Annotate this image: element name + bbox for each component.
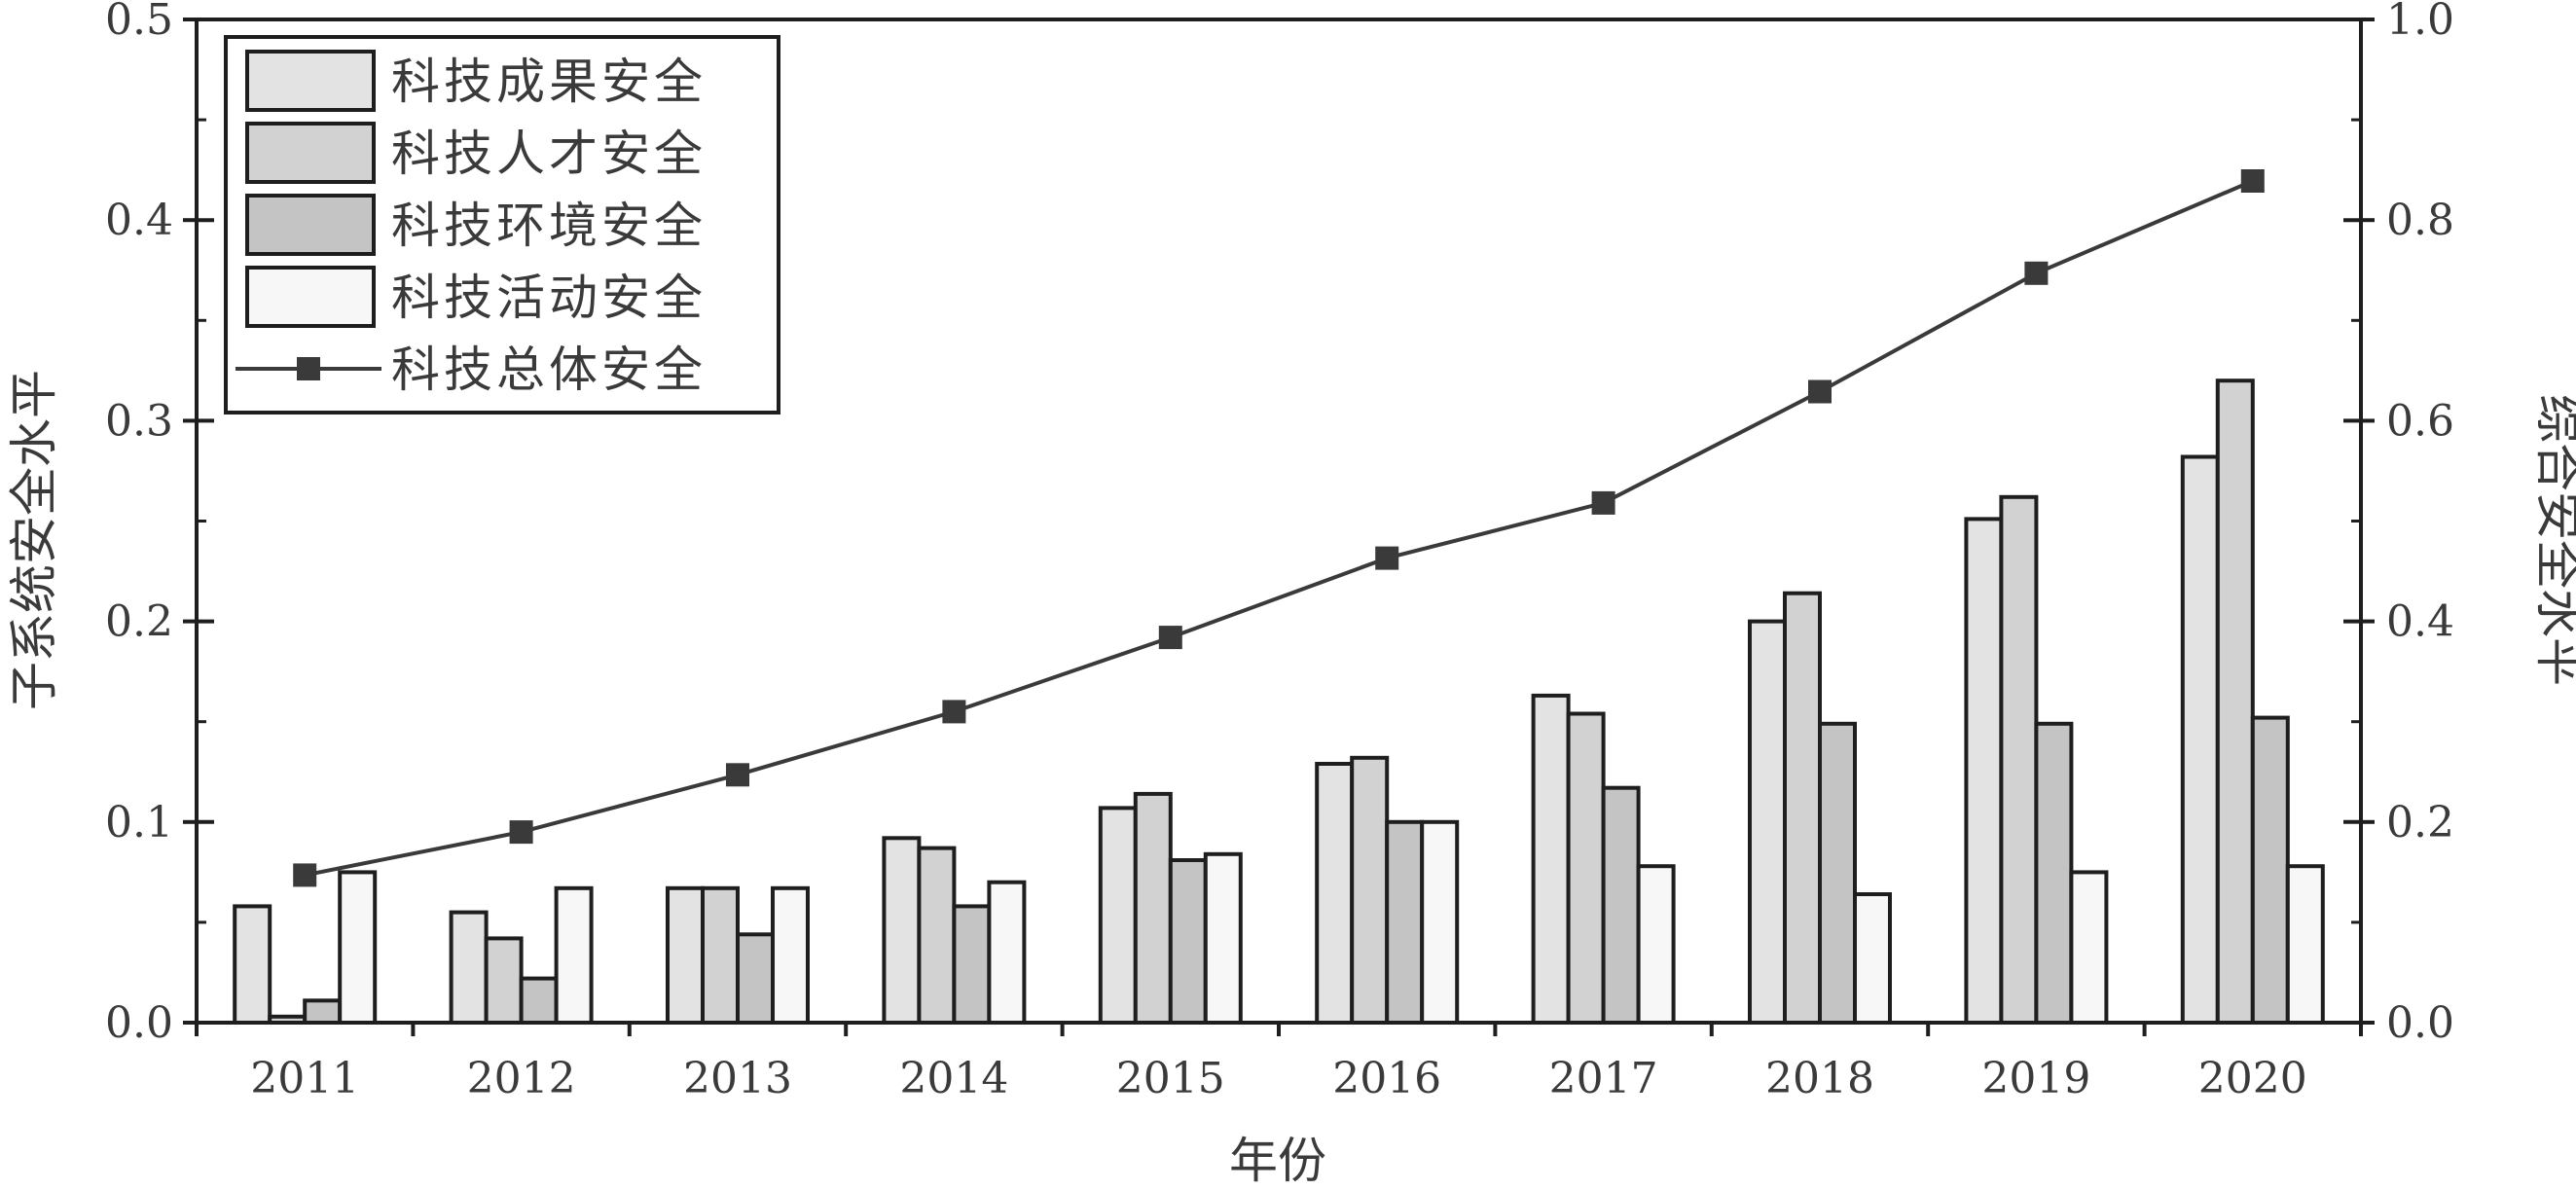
point-2018	[1808, 379, 1832, 404]
bar-2016-s1	[1315, 762, 1355, 1025]
bar-2016-s4	[1420, 819, 1460, 1025]
line-group	[293, 169, 2265, 887]
bar-2017-s3	[1601, 785, 1641, 1026]
bar-2018-s4	[1853, 892, 1892, 1025]
bar-2020-s3	[2250, 715, 2290, 1025]
bar-2020-s1	[2180, 454, 2220, 1025]
legend-label-s1: 科技成果安全	[391, 54, 707, 110]
y-tick-label: 0.3	[105, 396, 173, 446]
legend-swatch-s3	[245, 194, 376, 256]
legend-label-s3: 科技环境安全	[391, 198, 707, 254]
x-tick-label: 2016	[1332, 1054, 1441, 1103]
bar-2018-s2	[1783, 591, 1822, 1025]
x-tick-label: 2013	[683, 1054, 792, 1103]
bar-2012-s4	[554, 885, 594, 1025]
bar-2016-s2	[1350, 755, 1390, 1025]
bar-2019-s4	[2069, 870, 2109, 1026]
y-tick-label: 0.4	[105, 196, 173, 245]
bar-2012-s2	[484, 936, 524, 1026]
bar-2014-s1	[882, 836, 922, 1025]
legend-marker	[297, 357, 320, 380]
point-2016	[1375, 546, 1399, 570]
y2-tick-label: 0.8	[2386, 196, 2454, 245]
x-tick-label: 2018	[1765, 1054, 1874, 1103]
y-tick-label: 0.0	[105, 998, 173, 1048]
bar-2012-s3	[519, 976, 559, 1025]
y2-tick-label: 0.4	[2386, 597, 2454, 647]
point-2014	[942, 700, 966, 724]
bar-2020-s4	[2285, 864, 2325, 1026]
y-tick-label: 0.2	[105, 597, 173, 647]
x-tick-label: 2020	[2198, 1054, 2307, 1103]
y-axis-title: 子系统安全水平	[6, 370, 62, 710]
bar-2019-s1	[1964, 517, 2004, 1025]
point-2019	[2024, 261, 2049, 285]
bar-2014-s2	[917, 846, 957, 1025]
bar-2015-s1	[1098, 806, 1138, 1026]
point-2015	[1158, 626, 1182, 650]
bar-2016-s3	[1385, 819, 1425, 1025]
x-tick-label: 2011	[250, 1054, 359, 1103]
bar-2018-s1	[1748, 619, 1787, 1025]
bar-2019-s3	[2034, 721, 2074, 1025]
legend-swatch-s1	[245, 50, 376, 112]
x-tick-label: 2012	[467, 1054, 576, 1103]
bar-group	[233, 379, 2325, 1026]
bar-2011-s1	[233, 904, 272, 1026]
y2-tick-label: 1.0	[2386, 0, 2454, 45]
bar-2013-s1	[666, 885, 705, 1025]
point-2013	[726, 763, 749, 787]
point-2020	[2240, 169, 2265, 193]
x-tick-label: 2015	[1116, 1054, 1225, 1103]
bar-2018-s3	[1818, 721, 1857, 1025]
bar-2015-s2	[1133, 791, 1173, 1026]
y2-tick-label: 0.2	[2386, 798, 2454, 847]
legend-label-s5: 科技总体安全	[391, 342, 707, 398]
bar-2015-s4	[1203, 851, 1243, 1025]
y2-axis-title: 综合安全水平	[2530, 394, 2576, 686]
x-tick-label: 2017	[1549, 1054, 1658, 1103]
axes: 0.0 0.1 0.2 0.3 0.4 0.5 0.0 0.2 0.4 0.6 0.8 1.0 2011…	[105, 0, 2454, 1103]
bar-2017-s1	[1531, 693, 1571, 1026]
y2-tick-label: 0.6	[2386, 396, 2454, 446]
bar-2012-s1	[449, 910, 489, 1025]
y2-tick-label: 0.0	[2386, 998, 2454, 1048]
legend-swatch-s4	[245, 266, 376, 328]
legend-label-s4: 科技活动安全	[391, 270, 707, 326]
bar-2015-s3	[1168, 858, 1208, 1025]
point-2012	[509, 820, 533, 845]
x-axis-title: 年份	[1229, 1133, 1326, 1189]
x-tick-label: 2019	[1981, 1054, 2090, 1103]
x-tick-label: 2014	[899, 1054, 1008, 1103]
point-2017	[1591, 490, 1615, 515]
bar-2014-s4	[987, 880, 1027, 1026]
y-tick-label: 0.5	[105, 0, 173, 45]
bar-2013-s3	[736, 932, 775, 1025]
bar-2013-s2	[701, 885, 740, 1025]
bar-2011-s4	[338, 870, 378, 1026]
bar-2017-s2	[1566, 711, 1606, 1025]
bar-2013-s4	[771, 885, 810, 1025]
legend-label-s2: 科技人才安全	[391, 126, 707, 182]
total-security-line	[304, 179, 2254, 878]
legend-swatch-s2	[245, 122, 376, 184]
y-tick-label: 0.1	[105, 798, 173, 847]
bar-2017-s4	[1636, 864, 1676, 1026]
bar-2014-s3	[952, 904, 992, 1026]
bar-2020-s2	[2215, 379, 2255, 1025]
bar-2019-s2	[1999, 494, 2039, 1025]
point-2011	[293, 863, 317, 887]
bar-2011-s3	[303, 998, 343, 1026]
